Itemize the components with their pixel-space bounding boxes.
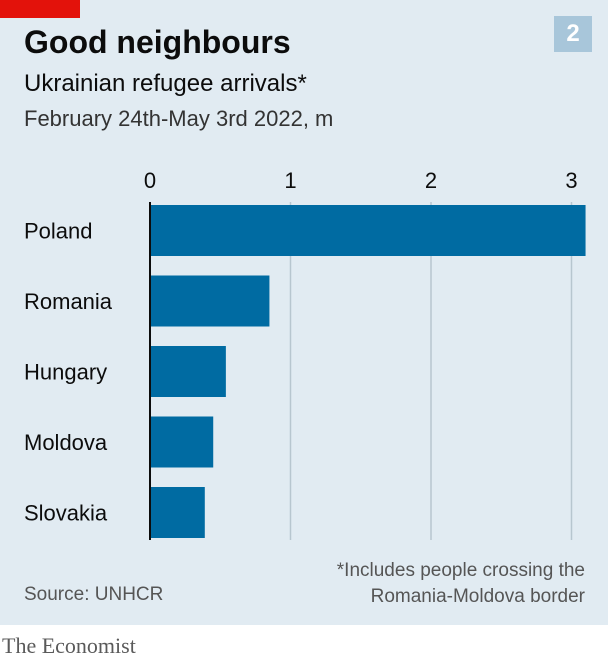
footnote-line-1: *Includes people crossing the xyxy=(336,560,585,581)
chart-period: February 24th-May 3rd 2022, m xyxy=(24,106,334,131)
bar-romania xyxy=(150,275,270,327)
brand-red-tag xyxy=(0,0,80,18)
category-label-poland: Poland xyxy=(24,219,93,244)
brand-logo-text: The Economist xyxy=(2,633,136,658)
gridlines xyxy=(289,202,573,540)
chart-number-badge: 2 xyxy=(554,16,592,52)
category-label-slovakia: Slovakia xyxy=(24,501,108,526)
bar-moldova xyxy=(150,416,214,468)
category-label-moldova: Moldova xyxy=(24,430,108,455)
bars xyxy=(150,205,586,538)
bar-hungary xyxy=(150,346,226,397)
x-tick-label-1: 1 xyxy=(284,168,296,193)
chart-title: Good neighbours xyxy=(24,24,291,60)
x-tick-label-2: 2 xyxy=(425,168,437,193)
source-note: Source: UNHCR xyxy=(24,584,164,605)
footnote-line-2: Romania-Moldova border xyxy=(370,586,585,607)
chart-subtitle: Ukrainian refugee arrivals* xyxy=(24,70,307,97)
x-tick-label-0: 0 xyxy=(144,168,156,193)
footnote: *Includes people crossing the Romania-Mo… xyxy=(337,558,585,610)
chart-panel: Good neighbours Ukrainian refugee arriva… xyxy=(0,0,608,625)
category-labels: Poland Romania Hungary Moldova Slovakia xyxy=(24,219,113,526)
category-label-romania: Romania xyxy=(24,289,113,314)
bar-slovakia xyxy=(150,487,205,538)
x-tick-labels: 0 1 2 3 xyxy=(144,168,578,193)
category-label-hungary: Hungary xyxy=(24,360,107,385)
bar-chart: 0 1 2 3 Poland Romania Hungary Moldova Slovakia xyxy=(24,168,586,540)
bar-poland xyxy=(150,205,586,256)
x-tick-label-3: 3 xyxy=(565,168,577,193)
